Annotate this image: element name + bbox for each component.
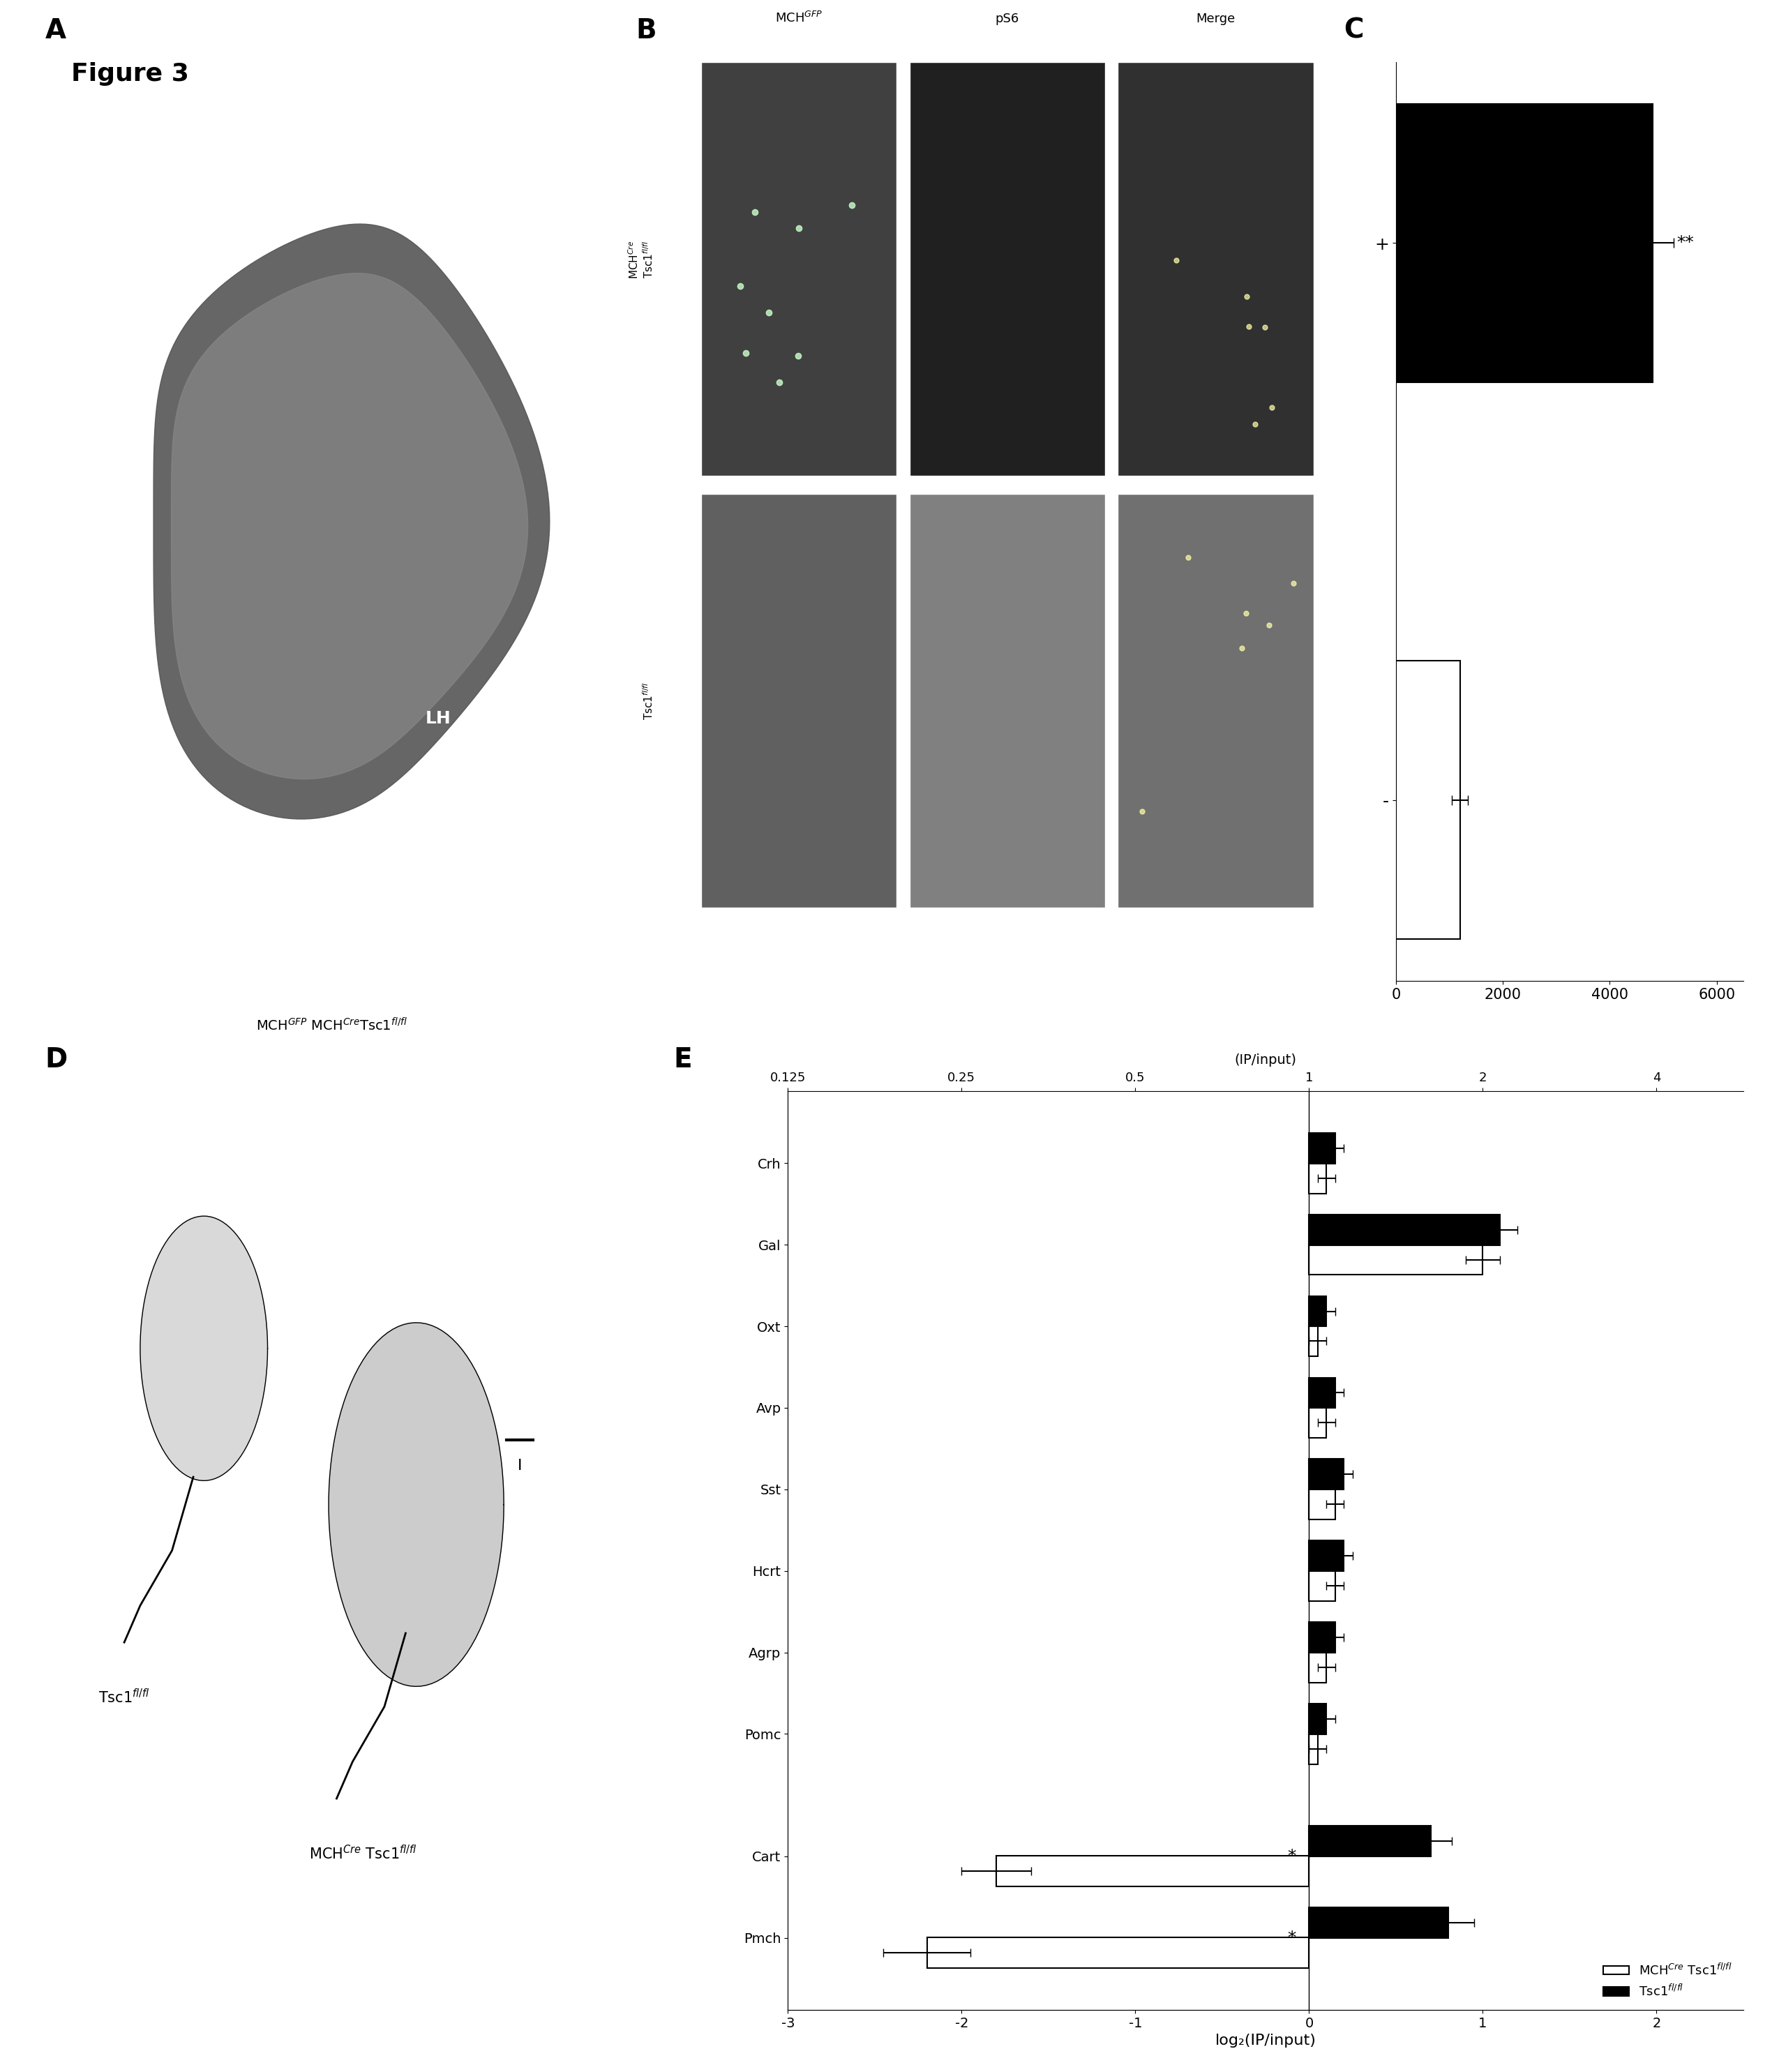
FancyBboxPatch shape [909, 493, 1105, 908]
Bar [1309, 1214, 1500, 1245]
Bar [1309, 1542, 1343, 1571]
Bar [927, 1937, 1309, 1968]
Bar [1309, 1459, 1343, 1490]
FancyBboxPatch shape [1117, 493, 1313, 908]
Bar [1309, 1734, 1318, 1763]
Text: C: C [1343, 17, 1364, 44]
Text: Merge: Merge [1195, 12, 1235, 25]
Bar [1309, 1622, 1334, 1653]
Bar [1309, 1703, 1327, 1734]
Text: pS6: pS6 [994, 12, 1019, 25]
Polygon shape [329, 1322, 503, 1687]
Bar [1309, 1133, 1334, 1164]
Text: A: A [44, 17, 66, 44]
Bar [1309, 1651, 1327, 1682]
Text: MCH$^{Cre}$
Tsc1$^{fl/fl}$: MCH$^{Cre}$ Tsc1$^{fl/fl}$ [626, 240, 655, 280]
Bar [1309, 1407, 1327, 1438]
Bar [1397, 661, 1461, 939]
Text: **: ** [1676, 234, 1694, 251]
Bar [1309, 1825, 1430, 1857]
Bar [1309, 1908, 1448, 1937]
Bar [1309, 1295, 1327, 1326]
Bar [1309, 1162, 1327, 1193]
FancyBboxPatch shape [1117, 62, 1313, 477]
Bar [1309, 1571, 1334, 1602]
FancyBboxPatch shape [701, 493, 897, 908]
Text: MCH$^{GFP}$: MCH$^{GFP}$ [776, 10, 822, 25]
Bar [996, 1857, 1309, 1886]
Text: LH: LH [425, 711, 452, 727]
Polygon shape [141, 1216, 267, 1481]
Text: Tsc1$^{fl/fl}$: Tsc1$^{fl/fl}$ [98, 1689, 149, 1705]
Polygon shape [171, 274, 528, 779]
Bar [1309, 1378, 1334, 1409]
FancyBboxPatch shape [909, 62, 1105, 477]
Legend: MCH$^{Cre}$ Tsc1$^{fl/fl}$, Tsc1$^{fl/fl}$: MCH$^{Cre}$ Tsc1$^{fl/fl}$, Tsc1$^{fl/fl… [1599, 1958, 1736, 2004]
Text: MCH$^{Cre}$ Tsc1$^{fl/fl}$: MCH$^{Cre}$ Tsc1$^{fl/fl}$ [310, 1844, 416, 1863]
Text: MCH$^{Cre}$: MCH$^{Cre}$ [1542, 1092, 1598, 1109]
Text: *: * [1288, 1848, 1297, 1865]
Bar [1309, 1490, 1334, 1519]
Text: I: I [518, 1459, 521, 1473]
X-axis label: log₂(IP/input): log₂(IP/input) [1215, 2035, 1316, 2047]
Text: *: * [1288, 1929, 1297, 1946]
Text: B: B [635, 17, 656, 44]
Bar [1397, 104, 1653, 383]
FancyBboxPatch shape [701, 62, 897, 477]
Text: Figure 3: Figure 3 [71, 62, 189, 85]
Text: Tsc1$^{fl/fl}$: Tsc1$^{fl/fl}$ [642, 682, 655, 719]
Text: D: D [44, 1046, 68, 1073]
X-axis label: (IP/input): (IP/input) [1235, 1053, 1297, 1067]
Bar [1309, 1326, 1318, 1357]
Text: MCH$^{GFP}$ MCH$^{Cre}$Tsc1$^{fl/fl}$: MCH$^{GFP}$ MCH$^{Cre}$Tsc1$^{fl/fl}$ [256, 1017, 407, 1034]
Polygon shape [153, 224, 550, 818]
Text: E: E [672, 1046, 692, 1073]
Bar [1309, 1245, 1484, 1274]
